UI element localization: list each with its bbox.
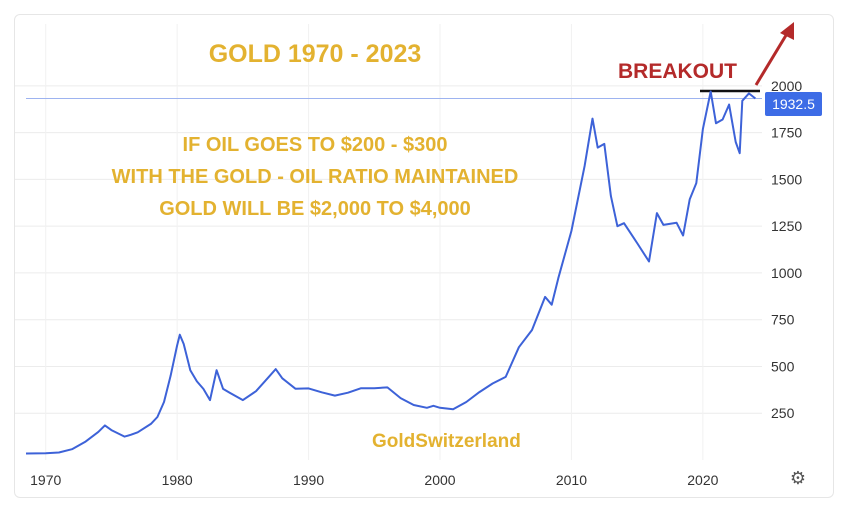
- y-tick-label: 500: [771, 358, 795, 374]
- source-watermark: GoldSwitzerland: [372, 431, 521, 452]
- y-tick-label: 750: [771, 312, 795, 328]
- y-tick-label: 1500: [771, 171, 802, 187]
- x-tick-label: 1980: [162, 472, 193, 488]
- y-tick-label: 1250: [771, 218, 802, 234]
- note-line-3: GOLD WILL BE $2,000 TO $4,000: [159, 198, 471, 220]
- last-value-tag: 1932.5: [765, 92, 822, 116]
- chart-frame: [14, 14, 834, 498]
- breakout-arrow-icon: [780, 22, 794, 40]
- y-tick-label: 1750: [771, 125, 802, 141]
- x-tick-label: 2000: [424, 472, 455, 488]
- y-tick-label: 1000: [771, 265, 802, 281]
- gear-icon[interactable]: ⚙: [789, 468, 807, 488]
- x-tick-label: 2010: [556, 472, 587, 488]
- x-tick-label: 1990: [293, 472, 324, 488]
- breakout-label: BREAKOUT: [618, 60, 737, 83]
- x-tick-label: 2020: [687, 472, 718, 488]
- x-tick-label: 1970: [30, 472, 61, 488]
- note-line-1: IF OIL GOES TO $200 - $300: [182, 134, 448, 156]
- y-tick-label: 2000: [771, 78, 802, 94]
- chart-title: GOLD 1970 - 2023: [208, 40, 422, 68]
- y-tick-label: 250: [771, 405, 795, 421]
- breakout-arrow-shaft: [754, 31, 790, 86]
- note-line-2: WITH THE GOLD - OIL RATIO MAINTAINED: [111, 166, 519, 188]
- gold-price-line: [25, 90, 757, 455]
